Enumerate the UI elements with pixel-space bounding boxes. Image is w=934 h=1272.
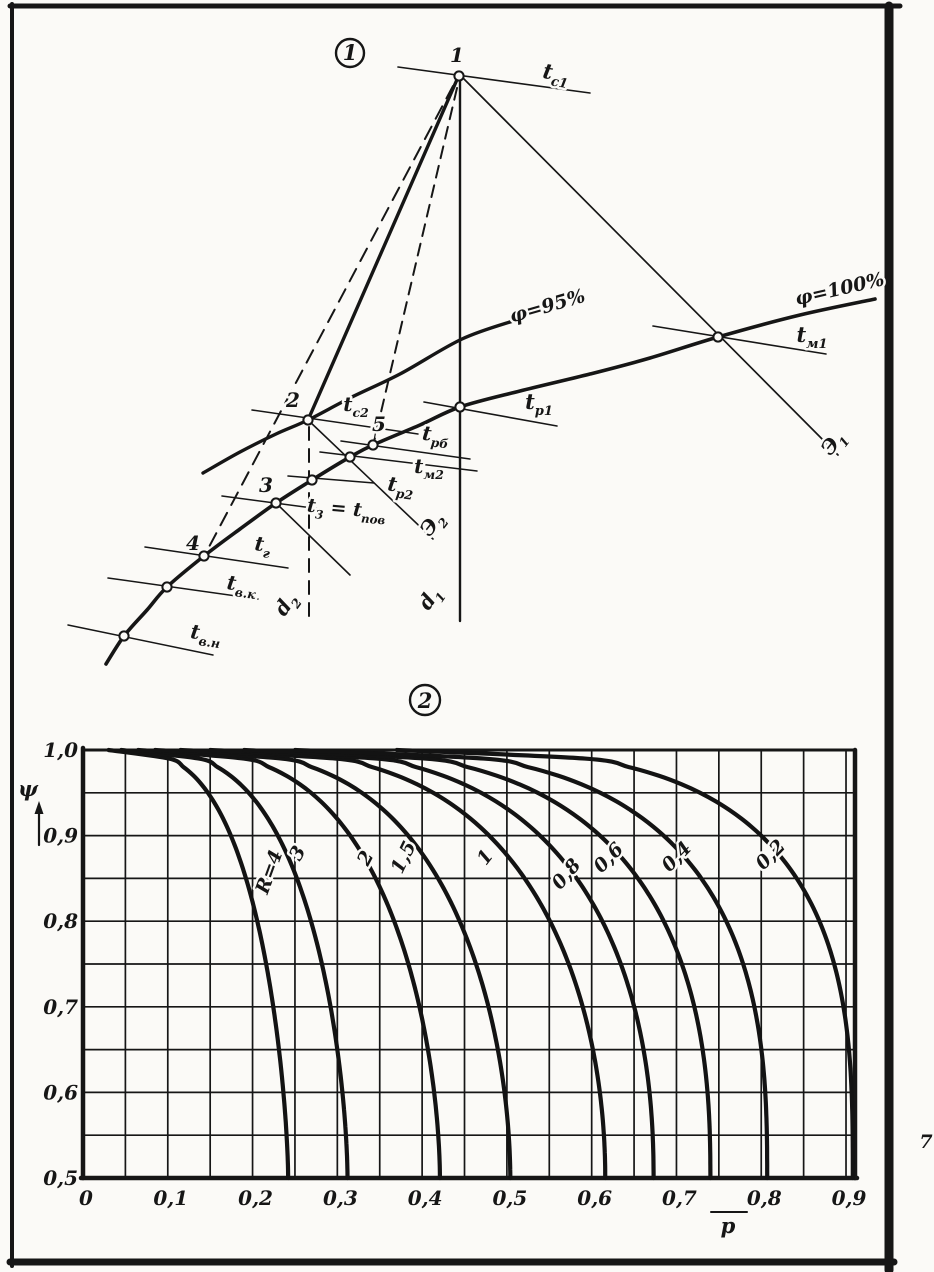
point-tvk [161, 581, 173, 593]
curve-label-R-1: 1 [473, 845, 498, 869]
page-frame [6, 1, 903, 1272]
label-phi-95: φ=95% [507, 285, 588, 328]
label-t-r2: tр2 [386, 471, 417, 502]
label-t-g: tг [253, 531, 273, 561]
y-axis-label: ψ [18, 776, 39, 801]
point-4-label: 4 [186, 531, 200, 555]
isotherm-tm1 [652, 325, 827, 355]
curve-label-R-0.4: 0,4 [657, 837, 696, 876]
curve-R-0.4 [292, 747, 770, 1181]
leader-5 [373, 423, 378, 442]
curve-label-R-0.6: 0,6 [589, 838, 628, 877]
point-2-label: 2 [285, 388, 300, 412]
isotherm-tvn [67, 624, 214, 656]
y-tick-0.9: 0,9 [43, 824, 78, 848]
label-d1: d1 [413, 582, 449, 617]
point-tm2 [344, 451, 356, 463]
label-t3-tpov: t3 = tпов [306, 495, 387, 528]
label-t-p1: tр1 [525, 389, 553, 419]
point-tr1 [454, 401, 466, 413]
label-t-rb: tрб [421, 421, 451, 452]
x-tick-0.5: 0,5 [493, 1186, 528, 1210]
figure1-badge-circle [334, 37, 366, 69]
point-tr2 [306, 474, 318, 486]
x-tick-0.4: 0,4 [408, 1186, 443, 1210]
y-tick-0.5: 0,5 [43, 1166, 78, 1190]
isotherm-tc2 [251, 409, 419, 435]
dashed-1-4 [208, 85, 454, 548]
dashed-1-5 [373, 87, 458, 443]
x-tick-0.1: 0,1 [153, 1186, 188, 1210]
curve-R-4 [106, 747, 291, 1181]
y-axis-arrow-head [34, 801, 44, 814]
x-axis-label: p [721, 1213, 736, 1238]
curve-phi95 [201, 318, 518, 475]
point-tm1 [712, 331, 724, 343]
figure2-badge-number: 2 [417, 688, 433, 713]
curve-R-0.6 [241, 747, 713, 1181]
point-4 [198, 550, 210, 562]
x-tick-0.7: 0,7 [662, 1186, 697, 1210]
curve-R-1.5 [152, 747, 513, 1181]
curve-label-R-0.8: 0,8 [547, 854, 585, 893]
line-3-tail [275, 502, 351, 576]
label-t-m1: tм1 [796, 322, 827, 352]
point-2 [302, 414, 314, 426]
x-tick-0.8: 0,8 [747, 1186, 782, 1210]
point-tvn [118, 630, 130, 642]
curve-R-2 [136, 747, 443, 1181]
x-tick-0.2: 0,2 [238, 1186, 273, 1210]
y-tick-0.7: 0,7 [43, 995, 78, 1019]
figure2-badge-circle [408, 683, 442, 717]
curve-R-3 [119, 747, 350, 1181]
point-3-label: 3 [259, 473, 273, 497]
label-phi-100: φ=100% [793, 268, 886, 310]
label-d2: d2 [269, 588, 305, 623]
saturation-curve-phi100 [104, 297, 877, 666]
enthalpy-J1 [459, 74, 839, 456]
figure1-badge: 1 [334, 37, 366, 69]
x-tick-0.9: 0,9 [832, 1186, 867, 1210]
enthalpy-J2 [307, 419, 434, 540]
isotherm-tc1 [397, 66, 591, 94]
label-t-c2: tс2 [343, 392, 369, 420]
point-5-label: 5 [372, 412, 386, 436]
figure2-badge: 2 [408, 683, 442, 717]
isotherm-tvk [107, 577, 259, 600]
y-tick-1: 1,0 [43, 738, 78, 762]
label-t-vn: tв.н [189, 619, 223, 651]
label-J1: Э1 [815, 426, 852, 463]
isotherm-tr2 [287, 475, 375, 484]
curve-R-1 [178, 747, 608, 1181]
x-tick-0.6: 0,6 [577, 1186, 612, 1210]
point-1 [453, 70, 465, 82]
point-3 [270, 497, 282, 509]
curve-R-0.2 [394, 747, 855, 1181]
curve-label-R-0.2: 0,2 [751, 835, 790, 874]
isotherm-tp1 [423, 401, 558, 427]
figure1-badge-number: 1 [343, 40, 358, 65]
label-t-vk: tв.к [225, 570, 259, 602]
curve-label-R-4: R=4 [251, 847, 287, 898]
x-tick-0.3: 0,3 [323, 1186, 358, 1210]
curve-label-R-2: 2 [352, 847, 378, 870]
r-curves-chart: R=43 2 1,5 1 0,8 0,6 0,4 0,21,00,90,80,70,60,50… [18, 738, 866, 1238]
point-1-label: 1 [450, 43, 464, 67]
isotherm-trb [340, 440, 471, 460]
curve-R-0.8 [208, 747, 656, 1181]
process-ray-1-2 [306, 73, 461, 422]
isotherm-tg [144, 546, 289, 569]
stray-page-mark: 7 [919, 1131, 932, 1153]
x-tick-0: 0 [79, 1186, 93, 1210]
label-J2: Э2 [414, 506, 451, 543]
point-5 [367, 439, 379, 451]
y-tick-0.8: 0,8 [43, 909, 78, 933]
y-tick-0.6: 0,6 [43, 1080, 78, 1104]
label-t-m2: tм2 [414, 454, 444, 482]
